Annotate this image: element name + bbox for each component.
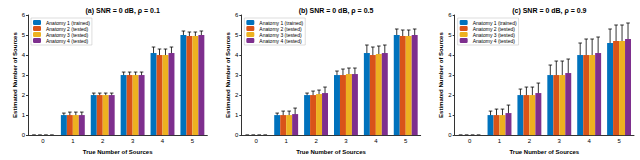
svg-text:1: 1 bbox=[448, 112, 452, 118]
svg-text:1: 1 bbox=[235, 112, 239, 118]
svg-text:3: 3 bbox=[448, 72, 452, 78]
svg-text:Anatomy 2 (tested): Anatomy 2 (tested) bbox=[259, 25, 302, 32]
svg-text:Anatomy 2 (tested): Anatomy 2 (tested) bbox=[46, 25, 89, 32]
svg-text:Estimated Number of Sources: Estimated Number of Sources bbox=[225, 32, 231, 118]
svg-text:0: 0 bbox=[22, 132, 26, 138]
svg-text:Anatomy 4 (tested): Anatomy 4 (tested) bbox=[473, 38, 516, 44]
svg-text:Anatomy 3 (tested): Anatomy 3 (tested) bbox=[259, 31, 302, 38]
svg-text:0: 0 bbox=[255, 138, 259, 144]
svg-text:True Number of Sources: True Number of Sources bbox=[83, 149, 153, 155]
svg-text:2: 2 bbox=[528, 138, 532, 144]
svg-text:Anatomy 1 (trained): Anatomy 1 (trained) bbox=[472, 19, 517, 26]
svg-text:(a) SNR = 0 dB, ρ = 0.1: (a) SNR = 0 dB, ρ = 0.1 bbox=[85, 7, 159, 15]
svg-text:Anatomy 4 (tested): Anatomy 4 (tested) bbox=[46, 38, 89, 44]
svg-text:Anatomy 2 (tested): Anatomy 2 (tested) bbox=[472, 25, 515, 32]
svg-text:5: 5 bbox=[617, 138, 621, 144]
svg-text:1: 1 bbox=[498, 138, 502, 144]
svg-text:2: 2 bbox=[235, 92, 239, 98]
svg-text:1: 1 bbox=[71, 138, 75, 144]
svg-text:Estimated Number of Sources: Estimated Number of Sources bbox=[438, 32, 444, 118]
svg-text:3: 3 bbox=[235, 72, 239, 78]
svg-text:(b) SNR = 0 dB, ρ = 0.5: (b) SNR = 0 dB, ρ = 0.5 bbox=[299, 7, 374, 15]
svg-text:0: 0 bbox=[41, 138, 45, 144]
svg-text:4: 4 bbox=[161, 138, 165, 144]
svg-text:3: 3 bbox=[131, 138, 135, 144]
svg-text:1: 1 bbox=[22, 112, 26, 118]
svg-text:Anatomy 1 (trained): Anatomy 1 (trained) bbox=[46, 19, 90, 26]
svg-text:Anatomy 4 (tested): Anatomy 4 (tested) bbox=[259, 38, 302, 44]
svg-text:4: 4 bbox=[587, 138, 591, 144]
svg-text:5: 5 bbox=[235, 32, 239, 38]
svg-text:3: 3 bbox=[558, 138, 562, 144]
svg-text:6: 6 bbox=[235, 12, 239, 18]
svg-text:2: 2 bbox=[314, 138, 318, 144]
svg-text:6: 6 bbox=[22, 12, 26, 18]
svg-text:Estimated Number of Sources: Estimated Number of Sources bbox=[12, 32, 18, 118]
svg-text:Anatomy 3 (tested): Anatomy 3 (tested) bbox=[472, 31, 515, 38]
svg-text:(c) SNR = 0 dB, ρ = 0.9: (c) SNR = 0 dB, ρ = 0.9 bbox=[512, 7, 586, 15]
svg-text:5: 5 bbox=[404, 138, 408, 144]
svg-text:1: 1 bbox=[284, 138, 288, 144]
svg-text:True Number of Sources: True Number of Sources bbox=[296, 149, 366, 155]
svg-text:6: 6 bbox=[448, 12, 452, 18]
svg-text:0: 0 bbox=[235, 132, 239, 138]
svg-text:True Number of Sources: True Number of Sources bbox=[509, 149, 579, 155]
svg-text:5: 5 bbox=[22, 32, 26, 38]
svg-text:3: 3 bbox=[22, 72, 26, 78]
svg-text:5: 5 bbox=[448, 32, 452, 38]
svg-text:0: 0 bbox=[448, 132, 452, 138]
svg-text:Anatomy 3 (tested): Anatomy 3 (tested) bbox=[46, 31, 89, 38]
svg-text:5: 5 bbox=[191, 138, 195, 144]
svg-text:2: 2 bbox=[101, 138, 105, 144]
svg-text:2: 2 bbox=[22, 92, 26, 98]
svg-text:2: 2 bbox=[448, 92, 452, 98]
svg-text:4: 4 bbox=[448, 52, 452, 58]
svg-text:4: 4 bbox=[22, 52, 26, 58]
svg-text:4: 4 bbox=[374, 138, 378, 144]
svg-text:4: 4 bbox=[235, 52, 239, 58]
svg-text:3: 3 bbox=[344, 138, 348, 144]
svg-text:0: 0 bbox=[468, 138, 472, 144]
svg-text:Anatomy 1 (trained): Anatomy 1 (trained) bbox=[259, 19, 304, 26]
